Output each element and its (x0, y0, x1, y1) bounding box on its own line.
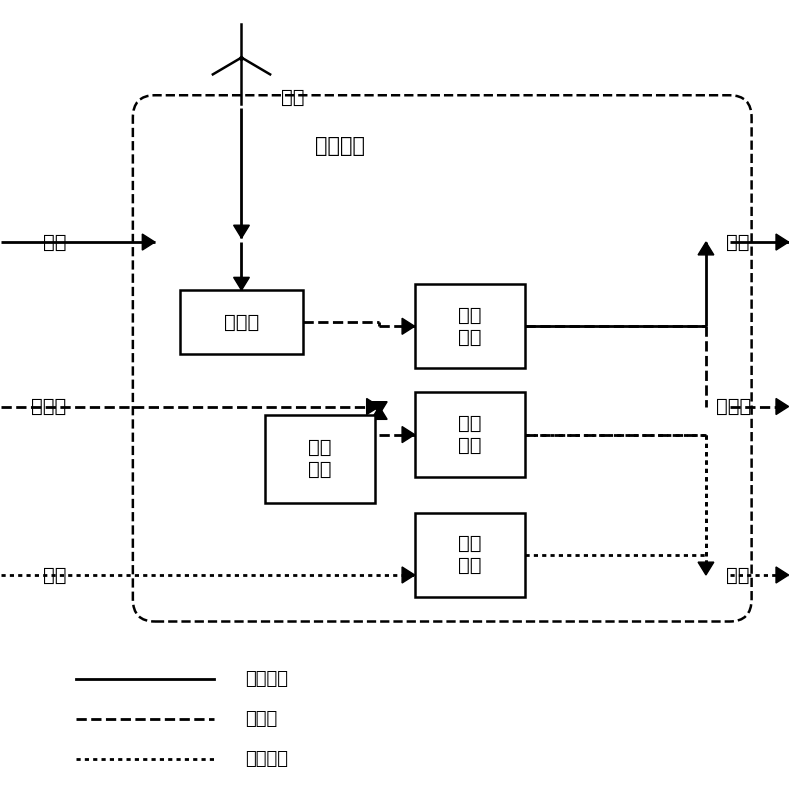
Text: 天然气: 天然气 (31, 397, 66, 416)
Polygon shape (698, 562, 714, 575)
Polygon shape (142, 234, 155, 250)
Text: 储气
装置: 储气 装置 (308, 438, 332, 479)
FancyBboxPatch shape (415, 393, 525, 477)
Polygon shape (371, 407, 387, 419)
Text: 天然气: 天然气 (716, 397, 751, 416)
Polygon shape (402, 318, 415, 334)
Text: 电能: 电能 (43, 233, 66, 251)
Text: 燃气
轮机: 燃气 轮机 (458, 306, 482, 347)
Text: 区域供热: 区域供热 (246, 750, 288, 769)
FancyBboxPatch shape (265, 415, 375, 503)
Polygon shape (367, 398, 379, 415)
Text: 电能: 电能 (726, 233, 749, 251)
FancyBboxPatch shape (180, 290, 303, 354)
Polygon shape (698, 242, 714, 255)
FancyBboxPatch shape (133, 95, 751, 621)
Text: 风电: 风电 (281, 89, 304, 107)
Polygon shape (776, 567, 788, 583)
Text: 电转气: 电转气 (224, 313, 259, 332)
Text: 热交
换器: 热交 换器 (458, 535, 482, 576)
Text: 能源中心: 能源中心 (315, 136, 365, 156)
FancyBboxPatch shape (415, 284, 525, 369)
Text: 天然气: 天然气 (246, 710, 277, 729)
Polygon shape (234, 278, 250, 290)
FancyBboxPatch shape (415, 513, 525, 597)
Text: 燃气
锅炉: 燃气 锅炉 (458, 414, 482, 455)
Polygon shape (371, 402, 387, 415)
Text: 交流电能: 交流电能 (246, 671, 288, 688)
Polygon shape (776, 398, 788, 415)
Polygon shape (234, 225, 250, 238)
Polygon shape (402, 427, 415, 443)
Text: 热能: 热能 (726, 565, 749, 584)
Polygon shape (776, 234, 788, 250)
Polygon shape (402, 567, 415, 583)
Text: 热能: 热能 (43, 565, 66, 584)
